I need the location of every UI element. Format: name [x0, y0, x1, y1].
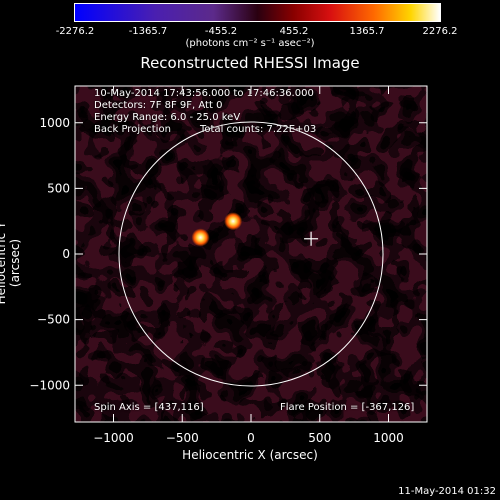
colorbar-tick: 1365.7 — [349, 26, 385, 37]
y-tick-label: 500 — [47, 181, 70, 195]
time-range: 10-May-2014 17:43:56.000 to 17:46:36.000 — [94, 88, 314, 99]
colorbar-tick: -2276.2 — [55, 26, 95, 37]
solar-limb — [118, 121, 384, 387]
detectors: Detectors: 7F 8F 9F, Att 0 — [94, 100, 223, 111]
colorbar-tick: -1365.7 — [128, 26, 168, 37]
x-tick-label: 0 — [247, 431, 255, 445]
flare-position-label: Flare Position = [-367,126] — [280, 402, 415, 413]
x-tick-label: −500 — [166, 431, 199, 445]
method: Back Projection — [94, 124, 171, 135]
chart-title: Reconstructed RHESSI Image — [140, 54, 360, 72]
x-tick-label: −1000 — [93, 431, 134, 445]
x-axis-label: Heliocentric X (arcsec) — [182, 448, 318, 462]
x-tick-label: 1000 — [373, 431, 404, 445]
x-tick-label: 500 — [308, 431, 331, 445]
colorbar-tick: 455.2 — [279, 26, 309, 37]
y-tick-label: −500 — [37, 313, 70, 327]
colorbar — [74, 3, 441, 22]
colorbar-units: (photons cm⁻² s⁻¹ asec⁻²) — [185, 38, 315, 49]
colorbar-tick: -455.2 — [204, 26, 238, 37]
colorbar-tick: 2276.2 — [422, 26, 458, 37]
spin-axis-label: Spin Axis = [437,116] — [94, 402, 204, 413]
y-tick-label: 0 — [62, 247, 70, 261]
energy-range: Energy Range: 6.0 - 25.0 keV — [94, 112, 241, 123]
y-tick-label: 1000 — [39, 116, 70, 130]
total-counts: Total counts: 7.22E+03 — [200, 124, 317, 135]
spin-axis-marker — [304, 231, 319, 246]
y-axis-label: Heliocentric Y (arcsec) — [0, 222, 22, 305]
y-tick-label: −1000 — [29, 378, 70, 392]
flare-source — [191, 228, 210, 247]
heatmap-red-layer — [75, 86, 427, 422]
flare-source — [224, 212, 243, 231]
timestamp: 11-May-2014 01:32 — [398, 486, 496, 497]
